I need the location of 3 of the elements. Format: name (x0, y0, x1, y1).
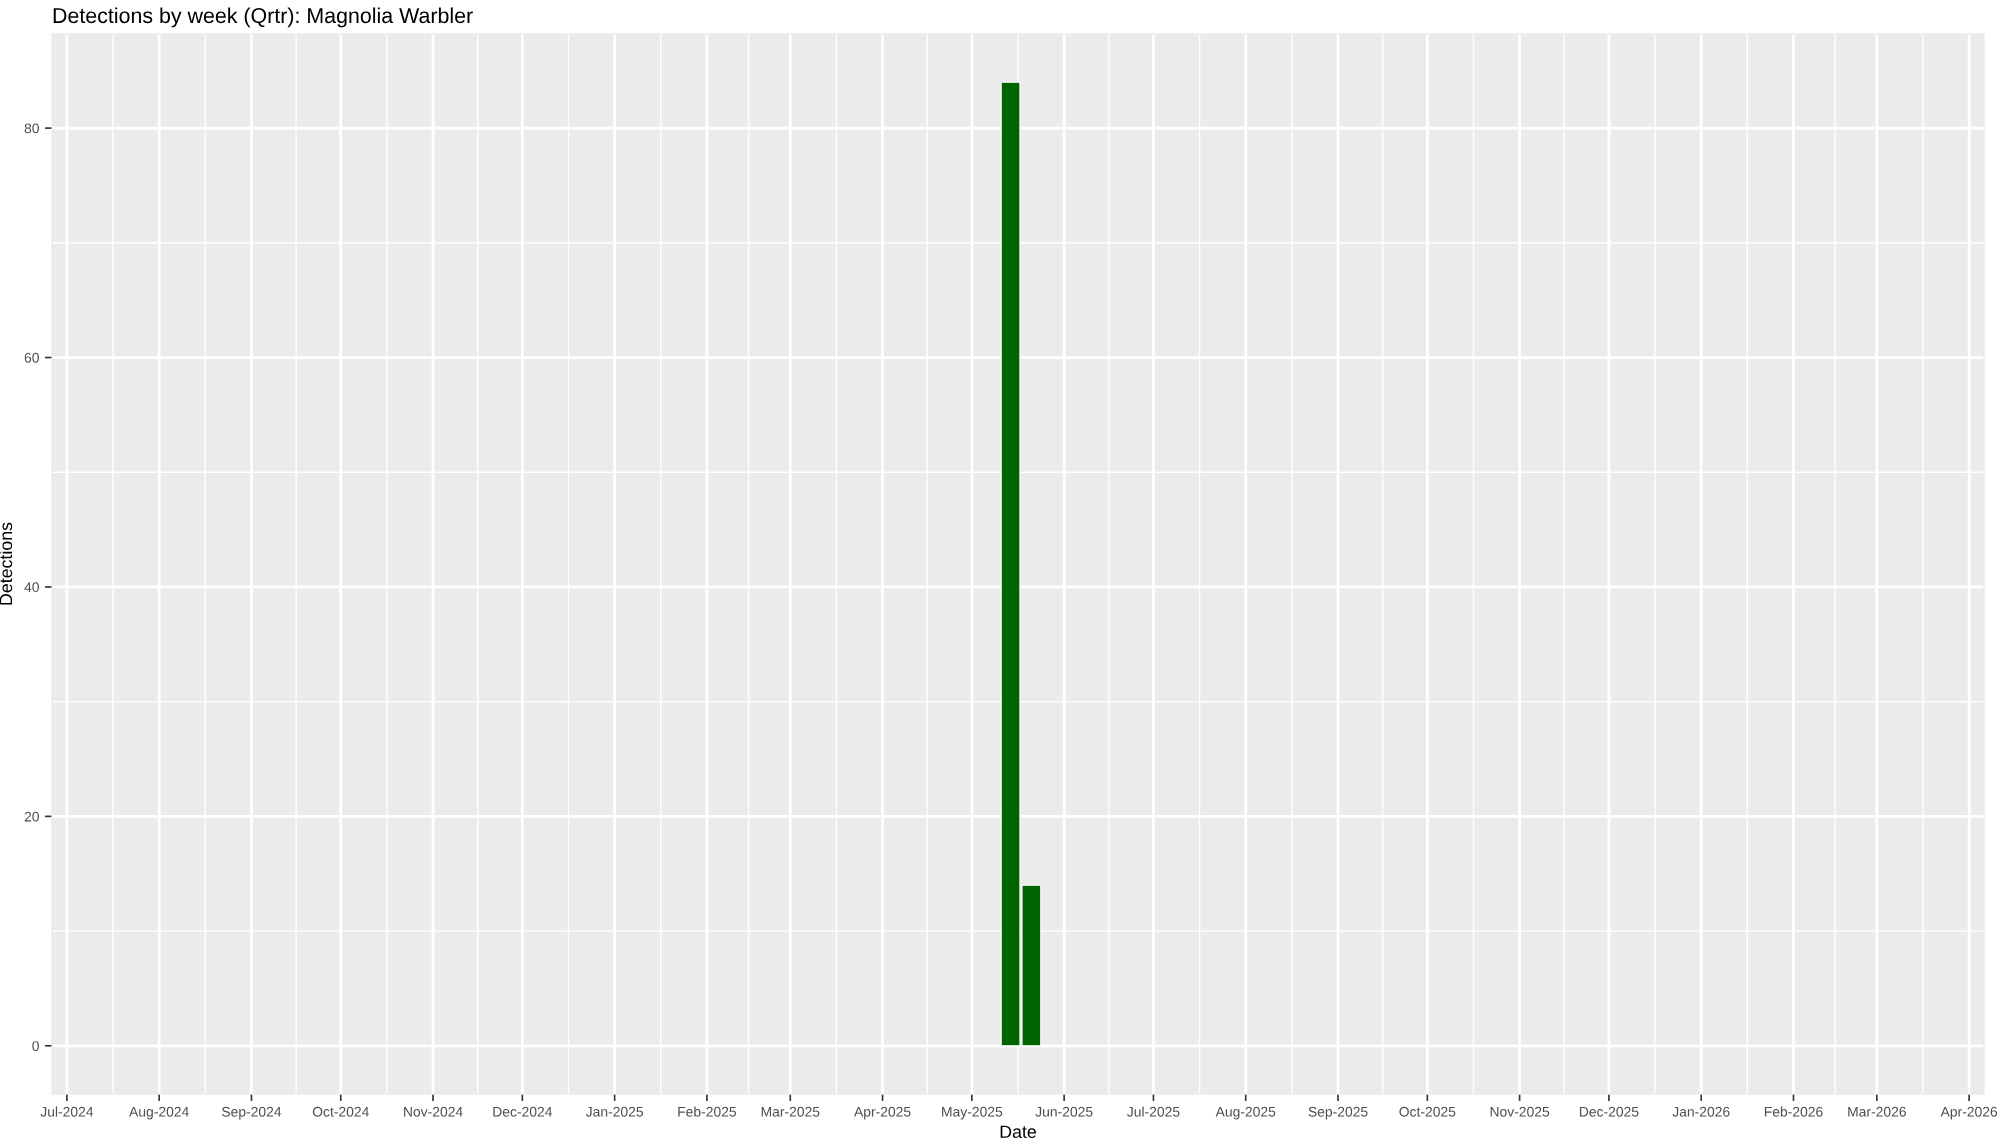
x-axis-title: Date (1000, 1125, 1036, 1139)
chart-title: Detections by week (Qrtr): Magnolia Warbler (53, 7, 473, 28)
y-axis-title: Detections (0, 522, 13, 605)
